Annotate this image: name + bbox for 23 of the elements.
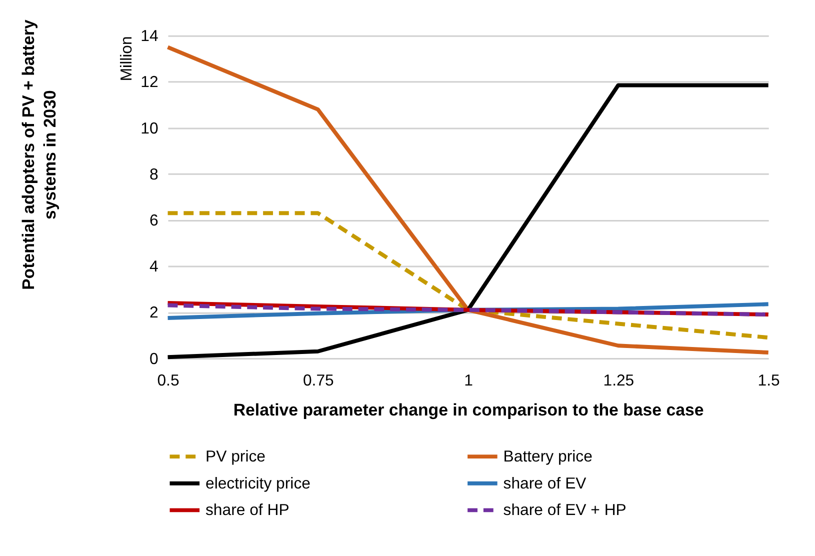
y-tick-label: 8 [149,166,158,184]
x-tick-label: 0.5 [157,372,180,390]
y-tick-label: 6 [149,212,158,230]
y-tick-label: 12 [140,74,158,92]
y-axis-title: Million [118,36,136,82]
y-tick-label: 4 [149,258,158,276]
legend-label: share of EV + HP [503,502,626,520]
legend-label: Battery price [503,448,593,466]
y-tick-label: 0 [149,350,158,368]
text: Potential adopters of PV + battery systems in 2030 [18,19,60,290]
y-tick-label: 10 [140,120,158,138]
legend-label: share of EV [503,475,587,492]
y-tick-label: 14 [140,28,158,46]
legend-label: share of HP [205,502,290,520]
x-tick-label: 1 [464,372,474,390]
x-tick-label: 1.5 [758,372,780,390]
line-series [166,211,770,340]
x-tick-label: 1.25 [603,372,634,390]
y-tick-label: 2 [149,304,158,322]
x-tick-label: 0.75 [302,372,334,390]
x-axis-title: Relative parameter change in comparison to the base case [233,400,704,420]
legend-label: PV price [205,448,266,466]
legend-label: electricity price [205,475,311,492]
